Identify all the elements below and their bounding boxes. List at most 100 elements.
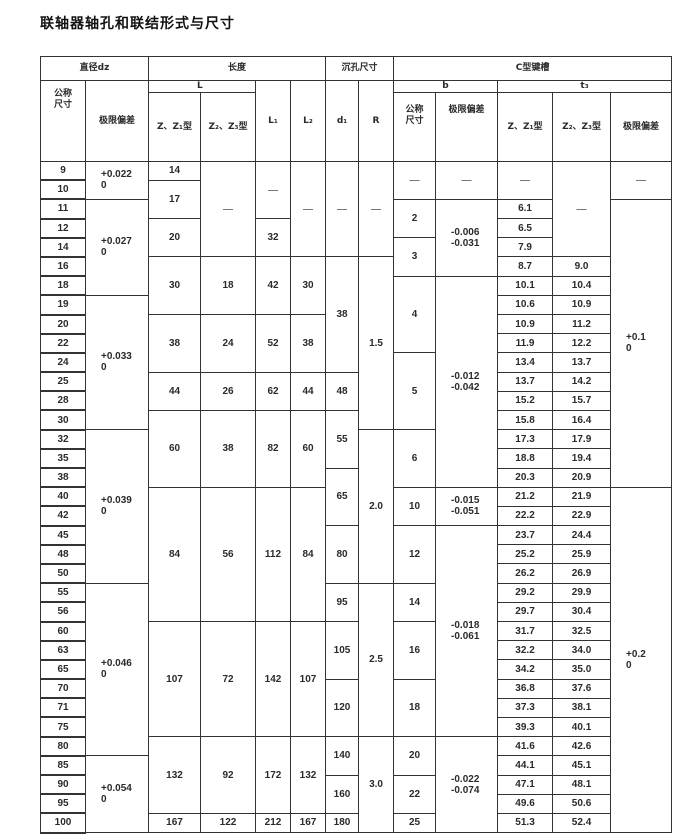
cell-t3-z-z1: 29.7 (497, 601, 554, 623)
table-row: 65 34.2 35.0 (40, 659, 672, 681)
cell-d1: 48 (325, 371, 360, 411)
cell-t3-z-z1: 23.7 (497, 525, 554, 546)
cell-d1: 160 (325, 774, 360, 814)
cell-t3-tol: +0.1 0 (610, 198, 673, 488)
cell-t3-tol: +0.2 0 (610, 486, 673, 834)
table-row: 40 84 56 112 84 10 -0.015 -0.051 21.2 21.9 +0.2 0 (40, 486, 673, 834)
header-L: L (148, 80, 256, 93)
cell-t3-z2-z3: 9.0 (552, 256, 612, 277)
header-t3-limit-deviation: 极限偏差 (610, 92, 673, 162)
cell-L1: 82 (255, 409, 291, 488)
cell-t3-z-z1: 15.8 (497, 409, 554, 431)
cell-L1: 32 (255, 218, 291, 258)
table-row: 9 +0.022 0 14— — — — — — — — — — (40, 160, 673, 258)
cell-t3-z2-z3: 17.9 (552, 429, 612, 450)
cell-dz-nominal: 80 (40, 736, 86, 757)
table-row: 28 15.2 15.7 (40, 390, 672, 412)
cell-dz-tol: +0.039 0 (85, 429, 149, 584)
table-row: 24 5 13.4 13.7 (40, 352, 672, 431)
table-row: 63 32.2 34.0 (40, 640, 672, 661)
cell-t3-z-z1: 15.2 (497, 390, 554, 411)
table-row: 30 60 38 82 60 55 15.8 16.4 (40, 409, 672, 488)
cell-L-z2-z3: 26 (200, 371, 256, 411)
table-row: 55 +0.046 0 95 2.5 14 29.2 29.9 (40, 582, 672, 757)
cell-L1: 112 (255, 486, 291, 623)
table-row: 10 17 (40, 179, 672, 220)
cell-L-z-z1: 107 (148, 620, 201, 738)
header-counterbore: 沉孔尺寸 (325, 56, 395, 81)
cell-dz-nominal: 24 (40, 352, 86, 374)
cell-dz-nominal: 32 (40, 429, 86, 450)
cell-b-nominal: 6 (393, 429, 437, 488)
table-row: 42 22.2 22.9 (40, 505, 672, 527)
cell-t3-z2-z3: 10.4 (552, 275, 612, 296)
cell-L-z-z1: 30 (148, 256, 201, 315)
cell-t3-z-z1: 36.8 (497, 678, 554, 699)
cell-dz-nominal: 22 (40, 333, 86, 354)
cell-t3-z2-z3: 34.0 (552, 640, 612, 661)
cell-t3-z2-z3: 19.4 (552, 448, 612, 469)
cell-b-nominal: 4 (393, 275, 437, 354)
cell-t3-z2-z3: 26.9 (552, 563, 612, 584)
cell-d1: 180 (325, 812, 360, 834)
cell-L1: 42 (255, 256, 291, 315)
cell-t3-z2-z3: 38.1 (552, 697, 612, 718)
cell-t3-z2-z3: 13.7 (552, 352, 612, 373)
cell-t3-z-z1: 47.1 (497, 774, 554, 795)
cell-t3-z-z1: 51.3 (497, 812, 554, 834)
cell-t3-z-z1: 13.4 (497, 352, 554, 373)
cell-t3-z2-z3: 10.9 (552, 294, 612, 316)
cell-dz-nominal: 16 (40, 256, 86, 278)
cell-dz-nominal: 38 (40, 467, 86, 489)
cell-b-nominal: 12 (393, 525, 437, 584)
cell-b-nominal: 5 (393, 352, 437, 431)
cell-L-z2-z3: 18 (200, 256, 256, 315)
cell-d1: 65 (325, 467, 360, 527)
cell-L1: 62 (255, 371, 291, 411)
cell-dz-nominal: 95 (40, 793, 86, 815)
cell-L-z2-z3: 24 (200, 314, 256, 373)
coupling-bore-dimensions-table: 直径dz 长度 沉孔尺寸 C型键槽 公称 尺寸 极限偏差 L L₁ L₂ d₁ … (40, 56, 673, 834)
cell-t3-z-z1: 8.7 (497, 256, 554, 277)
cell-t3-z-z1: 26.2 (497, 563, 554, 584)
cell-dz-nominal: 90 (40, 774, 86, 796)
header-keyway: C型键槽 (393, 56, 673, 81)
cell-t3-z2-z3: 29.9 (552, 582, 612, 603)
cell-dz-nominal: 48 (40, 544, 86, 565)
cell-dz-nominal: 19 (40, 294, 86, 316)
header-R: R (358, 80, 395, 162)
cell-L1: — (255, 160, 291, 220)
cell-t3-z-z1: 10.9 (497, 313, 554, 335)
cell-R: — (358, 160, 395, 258)
cell-d1: 140 (325, 736, 360, 776)
cell-dz-nominal: 35 (40, 448, 86, 470)
cell-dz-nominal: 75 (40, 716, 86, 738)
cell-dz-tol: +0.027 0 (85, 198, 149, 296)
cell-L-z-z1: 38 (148, 314, 201, 373)
cell-t3-z-z1: 49.6 (497, 793, 554, 814)
cell-t3-z-z1: 6.1 (497, 198, 554, 220)
cell-t3-z2-z3: — (552, 160, 612, 258)
header-t3: t₃ (497, 80, 673, 93)
cell-L2: 167 (289, 812, 327, 834)
table-row: 18 4 -0.012 -0.042 10.1 10.4 (40, 275, 672, 488)
cell-b-tol: — (435, 161, 499, 200)
cell-L-z2-z3: — (200, 160, 256, 258)
cell-b-tol: -0.015 -0.051 (435, 486, 499, 527)
table-row: 16 30 18 42 30 38 1.5 8.7 9.0 (40, 256, 672, 431)
cell-d1: 95 (325, 582, 360, 623)
table-row: 90 160 22 47.1 48.1 (40, 774, 672, 814)
header-diameter: 直径dz (40, 56, 149, 81)
cell-t3-z-z1: 44.1 (497, 755, 554, 776)
cell-L-z-z1: 84 (148, 486, 201, 623)
cell-L-z-z1: 20 (148, 218, 201, 258)
cell-R: 2.5 (358, 582, 395, 738)
cell-b-nominal: 2 (393, 198, 437, 239)
cell-L2: 38 (289, 314, 327, 373)
cell-dz-nominal: 55 (40, 582, 86, 604)
cell-t3-z-z1: 34.2 (497, 659, 554, 680)
table-row: 25 44 26 62 44 48 13.7 14.2 (40, 371, 672, 411)
cell-L-z-z1: 60 (148, 409, 201, 488)
cell-t3-z2-z3: 52.4 (552, 812, 612, 834)
cell-dz-nominal: 42 (40, 505, 86, 527)
